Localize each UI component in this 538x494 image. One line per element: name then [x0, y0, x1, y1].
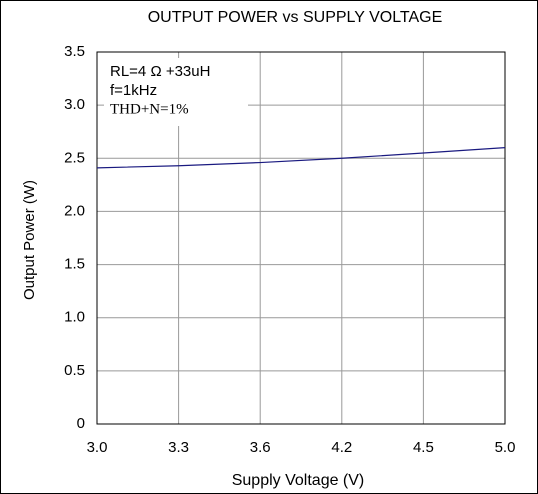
y-tick-label: 3.0: [64, 96, 85, 113]
y-tick-label: 1.5: [64, 256, 85, 273]
chart: OUTPUT POWER vs SUPPLY VOLTAGE Supply Vo…: [0, 0, 538, 494]
annotation: f=1kHz: [110, 82, 157, 99]
y-tick-label: 0: [77, 415, 85, 432]
chart-title: OUTPUT POWER vs SUPPLY VOLTAGE: [148, 9, 443, 26]
x-tick-label: 3.0: [87, 439, 108, 456]
y-tick-label: 2.0: [64, 202, 85, 219]
x-tick-label: 5.0: [495, 439, 516, 456]
y-tick-label: 2.5: [64, 149, 85, 166]
annotation: THD+N=1%: [110, 101, 189, 117]
x-tick-label: 3.3: [168, 439, 189, 456]
y-tick-label: 3.5: [64, 43, 85, 60]
x-tick-label: 3.6: [250, 439, 271, 456]
x-tick-label: 4.5: [413, 439, 434, 456]
annotation: RL=4 Ω +33uH: [110, 63, 210, 80]
y-tick-label: 1.0: [64, 309, 85, 326]
y-axis-label: Output Power (W): [21, 180, 38, 300]
x-tick-label: 4.2: [331, 439, 352, 456]
y-tick-label: 0.5: [64, 362, 85, 379]
x-axis-label: Supply Voltage (V): [232, 472, 365, 489]
